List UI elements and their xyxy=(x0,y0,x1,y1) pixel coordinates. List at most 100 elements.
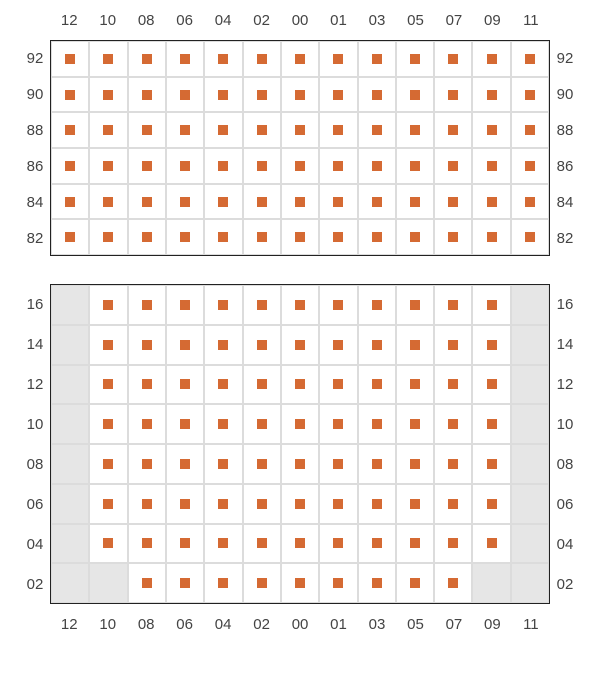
seat-cell[interactable] xyxy=(128,524,166,564)
seat-cell[interactable] xyxy=(472,148,510,184)
seat-cell[interactable] xyxy=(281,219,319,255)
seat-cell[interactable] xyxy=(166,285,204,325)
seat-cell[interactable] xyxy=(204,219,242,255)
seat-cell[interactable] xyxy=(243,484,281,524)
seat-cell[interactable] xyxy=(128,484,166,524)
seat-cell[interactable] xyxy=(396,365,434,405)
seat-cell[interactable] xyxy=(204,404,242,444)
seat-cell[interactable] xyxy=(243,524,281,564)
seat-cell[interactable] xyxy=(89,404,127,444)
seat-cell[interactable] xyxy=(281,148,319,184)
seat-cell[interactable] xyxy=(472,365,510,405)
seat-cell[interactable] xyxy=(472,77,510,113)
seat-cell[interactable] xyxy=(128,365,166,405)
seat-cell[interactable] xyxy=(511,184,549,220)
seat-cell[interactable] xyxy=(204,365,242,405)
seat-cell[interactable] xyxy=(319,404,357,444)
seat-cell[interactable] xyxy=(166,563,204,603)
seat-cell[interactable] xyxy=(166,365,204,405)
seat-cell[interactable] xyxy=(281,77,319,113)
seat-cell[interactable] xyxy=(281,563,319,603)
seat-cell[interactable] xyxy=(243,365,281,405)
seat-cell[interactable] xyxy=(281,404,319,444)
seat-cell[interactable] xyxy=(434,444,472,484)
seat-cell[interactable] xyxy=(472,285,510,325)
seat-cell[interactable] xyxy=(319,285,357,325)
seat-cell[interactable] xyxy=(281,325,319,365)
seat-cell[interactable] xyxy=(434,404,472,444)
seat-cell[interactable] xyxy=(51,41,89,77)
seat-cell[interactable] xyxy=(128,184,166,220)
seat-cell[interactable] xyxy=(281,365,319,405)
seat-cell[interactable] xyxy=(358,148,396,184)
seat-cell[interactable] xyxy=(472,184,510,220)
seat-cell[interactable] xyxy=(89,484,127,524)
seat-cell[interactable] xyxy=(396,484,434,524)
seat-cell[interactable] xyxy=(358,184,396,220)
seat-cell[interactable] xyxy=(51,112,89,148)
seat-cell[interactable] xyxy=(434,563,472,603)
seat-cell[interactable] xyxy=(89,285,127,325)
seat-cell[interactable] xyxy=(51,184,89,220)
seat-cell[interactable] xyxy=(128,41,166,77)
seat-cell[interactable] xyxy=(204,325,242,365)
seat-cell[interactable] xyxy=(472,219,510,255)
seat-cell[interactable] xyxy=(89,77,127,113)
seat-cell[interactable] xyxy=(396,325,434,365)
seat-cell[interactable] xyxy=(434,524,472,564)
seat-cell[interactable] xyxy=(128,219,166,255)
seat-cell[interactable] xyxy=(243,41,281,77)
seat-cell[interactable] xyxy=(319,484,357,524)
seat-cell[interactable] xyxy=(472,325,510,365)
seat-cell[interactable] xyxy=(511,219,549,255)
seat-cell[interactable] xyxy=(358,77,396,113)
seat-cell[interactable] xyxy=(243,77,281,113)
seat-cell[interactable] xyxy=(319,77,357,113)
seat-cell[interactable] xyxy=(396,148,434,184)
seat-cell[interactable] xyxy=(511,41,549,77)
seat-cell[interactable] xyxy=(89,325,127,365)
seat-cell[interactable] xyxy=(358,404,396,444)
seat-cell[interactable] xyxy=(358,524,396,564)
seat-cell[interactable] xyxy=(358,365,396,405)
seat-cell[interactable] xyxy=(396,112,434,148)
seat-cell[interactable] xyxy=(396,444,434,484)
seat-cell[interactable] xyxy=(166,444,204,484)
seat-cell[interactable] xyxy=(358,285,396,325)
seat-cell[interactable] xyxy=(166,484,204,524)
seat-cell[interactable] xyxy=(396,41,434,77)
seat-cell[interactable] xyxy=(434,219,472,255)
seat-cell[interactable] xyxy=(243,184,281,220)
seat-cell[interactable] xyxy=(89,444,127,484)
seat-cell[interactable] xyxy=(51,77,89,113)
seat-cell[interactable] xyxy=(128,112,166,148)
seat-cell[interactable] xyxy=(89,219,127,255)
seat-cell[interactable] xyxy=(243,325,281,365)
seat-cell[interactable] xyxy=(51,148,89,184)
seat-cell[interactable] xyxy=(243,404,281,444)
seat-cell[interactable] xyxy=(319,325,357,365)
seat-cell[interactable] xyxy=(128,444,166,484)
seat-cell[interactable] xyxy=(243,285,281,325)
seat-cell[interactable] xyxy=(281,112,319,148)
seat-cell[interactable] xyxy=(166,325,204,365)
seat-cell[interactable] xyxy=(434,41,472,77)
seat-cell[interactable] xyxy=(204,77,242,113)
seat-cell[interactable] xyxy=(396,563,434,603)
seat-cell[interactable] xyxy=(89,524,127,564)
seat-cell[interactable] xyxy=(434,325,472,365)
seat-cell[interactable] xyxy=(358,112,396,148)
seat-cell[interactable] xyxy=(434,148,472,184)
seat-cell[interactable] xyxy=(358,563,396,603)
seat-cell[interactable] xyxy=(396,404,434,444)
seat-cell[interactable] xyxy=(166,77,204,113)
seat-cell[interactable] xyxy=(204,484,242,524)
seat-cell[interactable] xyxy=(89,112,127,148)
seat-cell[interactable] xyxy=(358,219,396,255)
seat-cell[interactable] xyxy=(89,148,127,184)
seat-cell[interactable] xyxy=(166,184,204,220)
seat-cell[interactable] xyxy=(166,112,204,148)
seat-cell[interactable] xyxy=(128,148,166,184)
seat-cell[interactable] xyxy=(319,219,357,255)
seat-cell[interactable] xyxy=(319,563,357,603)
